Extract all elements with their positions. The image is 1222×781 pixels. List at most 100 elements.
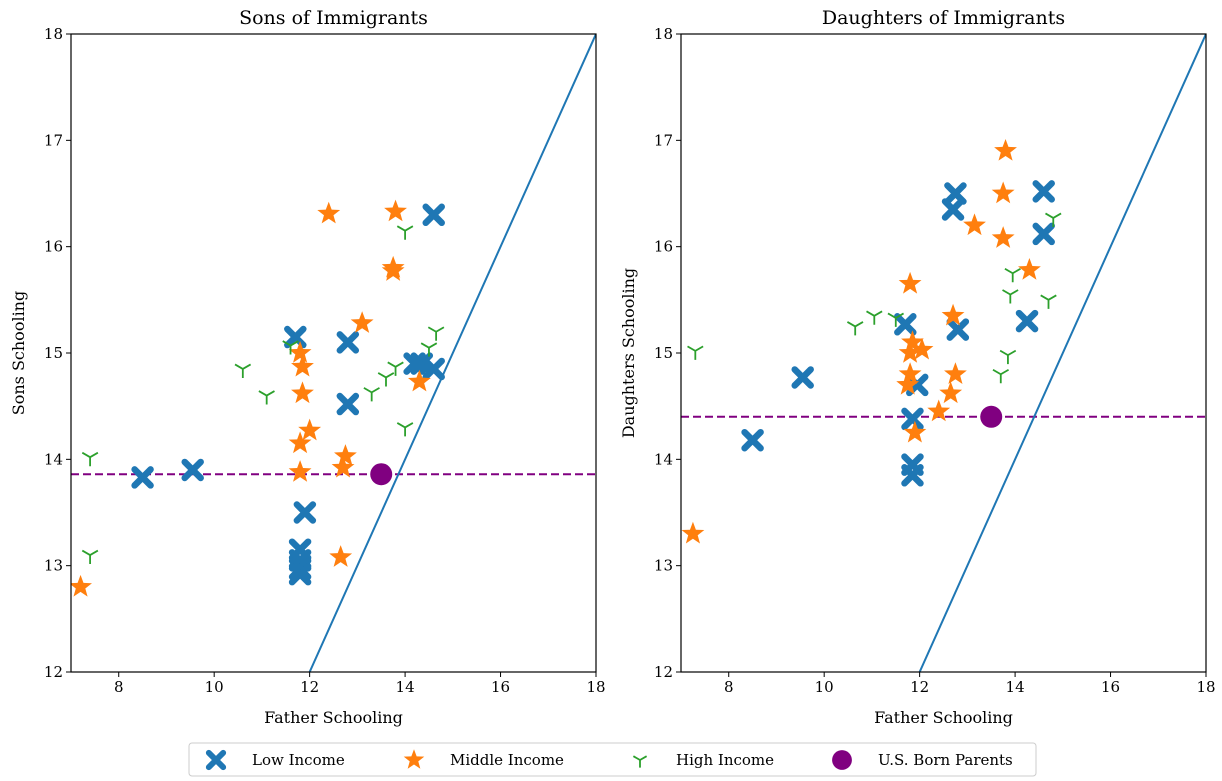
data-point	[687, 345, 704, 360]
data-point	[336, 331, 360, 354]
y-tick-label: 15	[654, 344, 673, 362]
data-point	[898, 362, 922, 384]
data-point	[1032, 222, 1055, 246]
data-point	[288, 562, 312, 586]
axis-ticks: 8 10 12 14 16 18 12 13 14 15 16 17 18	[44, 25, 606, 696]
y-tick-label: 18	[654, 25, 673, 43]
data-point	[910, 337, 934, 360]
data-point	[946, 318, 970, 341]
data-point	[898, 271, 922, 294]
data-point	[963, 213, 986, 236]
data-point	[329, 545, 353, 567]
data-point	[81, 549, 99, 565]
plot-frame	[680, 33, 1207, 673]
y-axis-label: Sons Schooling	[9, 291, 28, 415]
y-tick-label: 16	[44, 238, 63, 256]
legend-marker	[632, 755, 648, 768]
chart-title: Sons of Immigrants	[239, 7, 428, 29]
data-point	[944, 182, 967, 205]
x-tick-label: 18	[586, 678, 605, 696]
data-point	[1015, 309, 1039, 333]
data-point	[396, 422, 414, 437]
data-point	[298, 418, 322, 441]
data-point	[991, 181, 1015, 204]
data-point	[994, 138, 1017, 161]
data-point	[422, 203, 445, 227]
y-tick-label: 13	[44, 557, 63, 575]
data-point	[317, 201, 341, 224]
y-tick-label: 12	[44, 663, 63, 681]
y-tick-label: 14	[44, 450, 63, 468]
y-tick-label: 17	[654, 131, 673, 149]
data-point	[363, 387, 380, 402]
x-tick-label: 14	[396, 678, 415, 696]
data-point	[896, 372, 920, 395]
x-axis-label: Father Schooling	[264, 708, 403, 727]
data-point	[282, 340, 299, 355]
data-point	[1002, 289, 1019, 304]
x-tick-label: 10	[205, 678, 224, 696]
y-tick-label: 14	[654, 450, 673, 468]
data-point	[999, 349, 1017, 365]
reference-line	[308, 34, 596, 672]
data-point	[791, 366, 814, 389]
x-tick-label: 8	[724, 678, 734, 696]
legend-frame	[188, 742, 1037, 777]
plot-area	[681, 34, 1206, 672]
data-point	[1004, 267, 1021, 283]
data-point	[258, 390, 275, 405]
legend-marker	[832, 750, 852, 770]
data-point	[350, 311, 374, 333]
data-point	[901, 330, 924, 353]
data-point	[941, 303, 965, 326]
data-point	[1045, 212, 1062, 227]
data-point	[1018, 258, 1041, 280]
data-point	[334, 444, 357, 466]
data-point	[408, 369, 431, 392]
legend-label: Middle Income	[450, 751, 564, 769]
x-tick-label: 16	[491, 678, 510, 696]
data-point	[291, 354, 314, 377]
data-point	[288, 557, 312, 581]
data-point	[293, 501, 317, 524]
sons-panel: Sons of Immigrants Father Schooling Sons…	[9, 7, 606, 727]
data-point	[887, 312, 905, 327]
x-tick-label: 12	[300, 678, 319, 696]
data-point	[898, 341, 922, 363]
legend-label: High Income	[676, 751, 774, 769]
legend-label: U.S. Born Parents	[878, 751, 1013, 769]
data-point	[234, 363, 252, 378]
legend-marker	[205, 749, 227, 771]
data-point	[741, 428, 764, 452]
x-tick-label: 14	[1006, 678, 1025, 696]
data-point	[422, 357, 445, 381]
data-point	[866, 310, 883, 325]
legend-label: Low Income	[252, 751, 345, 769]
data-point	[284, 325, 307, 349]
data-point	[1032, 180, 1055, 203]
daughters-panel: Daughters of Immigrants Father Schooling…	[619, 7, 1216, 727]
x-tick-label: 8	[114, 678, 124, 696]
data-point	[336, 392, 360, 416]
data-point	[944, 362, 967, 384]
data-point	[901, 464, 924, 487]
data-point	[384, 199, 407, 222]
us-born-parents-point	[980, 405, 1003, 428]
y-tick-label: 13	[654, 557, 673, 575]
data-point	[181, 458, 204, 482]
plot-area	[71, 34, 596, 672]
x-tick-label: 16	[1101, 678, 1120, 696]
data-point	[131, 466, 154, 489]
x-tick-label: 18	[1196, 678, 1215, 696]
x-tick-label: 12	[910, 678, 929, 696]
y-tick-label: 15	[44, 344, 63, 362]
data-point	[427, 326, 445, 341]
y-tick-label: 17	[44, 131, 63, 149]
data-point	[288, 341, 312, 363]
chart-title: Daughters of Immigrants	[822, 7, 1065, 29]
data-point	[331, 455, 355, 478]
x-tick-label: 10	[815, 678, 834, 696]
y-tick-label: 18	[44, 25, 63, 43]
